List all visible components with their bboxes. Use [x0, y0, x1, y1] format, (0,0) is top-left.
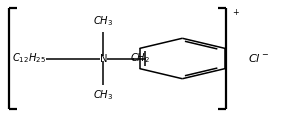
Text: $C_{12}H_{25}$: $C_{12}H_{25}$ — [12, 52, 46, 65]
Text: $CH_3$: $CH_3$ — [93, 89, 114, 102]
Text: $CH_3$: $CH_3$ — [93, 15, 114, 28]
Text: $Cl^-$: $Cl^-$ — [248, 53, 269, 64]
Text: N: N — [100, 53, 107, 64]
Text: $^+$: $^+$ — [231, 8, 241, 18]
Text: $CH_2$: $CH_2$ — [130, 52, 150, 65]
